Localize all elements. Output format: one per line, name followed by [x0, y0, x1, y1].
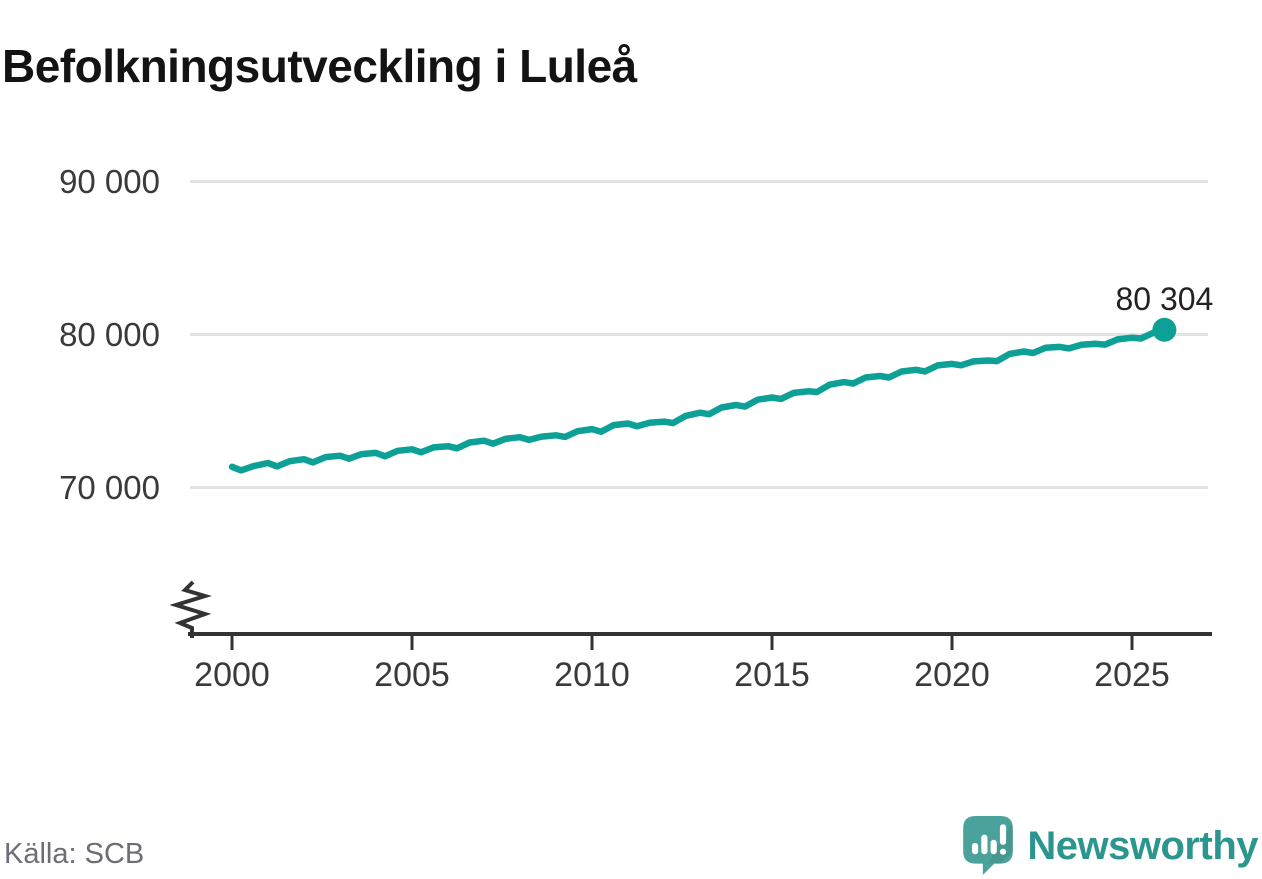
x-axis-line	[188, 632, 1212, 636]
source-credit: Källa: SCB	[4, 838, 145, 870]
x-tick-mark-2015	[770, 636, 774, 650]
axis-break-icon	[170, 580, 212, 638]
y-tick-label-90000: 90 000	[59, 162, 160, 200]
gridline-80000	[190, 333, 1208, 336]
y-tick-label-80000: 80 000	[59, 315, 160, 353]
x-tick-label-2015: 2015	[734, 656, 810, 694]
x-tick-mark-2000	[230, 636, 234, 650]
endpoint-value-label: 80 304	[1115, 280, 1214, 317]
y-tick-label-70000: 70 000	[59, 468, 160, 506]
population-line	[228, 326, 1168, 474]
x-tick-label-2005: 2005	[374, 656, 450, 694]
x-tick-label-2010: 2010	[554, 656, 630, 694]
x-tick-mark-2010	[590, 636, 594, 650]
newsworthy-logo-icon	[963, 816, 1014, 875]
x-tick-mark-2020	[950, 636, 954, 650]
endpoint-dot	[1152, 317, 1177, 342]
x-tick-mark-2005	[410, 636, 414, 650]
page-title: Befolkningsutveckling i Luleå	[2, 39, 637, 92]
gridline-90000	[190, 180, 1208, 183]
newsworthy-logo: Newsworthy	[963, 814, 1258, 878]
x-tick-label-2000: 2000	[194, 656, 270, 694]
newsworthy-logo-text: Newsworthy	[1027, 824, 1258, 868]
x-tick-mark-2025	[1130, 636, 1134, 650]
gridline-70000	[190, 486, 1208, 489]
x-tick-label-2020: 2020	[914, 656, 990, 694]
x-tick-label-2025: 2025	[1094, 656, 1170, 694]
